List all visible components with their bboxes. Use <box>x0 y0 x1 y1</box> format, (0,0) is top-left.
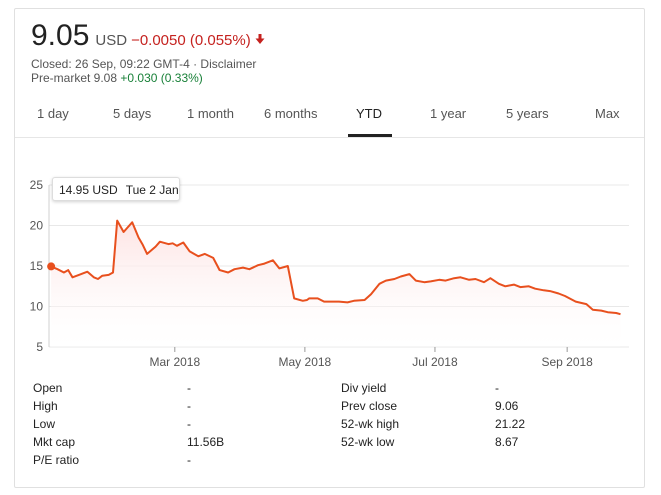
tab-5-days[interactable]: 5 days <box>113 106 152 121</box>
tab-5-years[interactable]: 5 years <box>506 106 549 121</box>
price-chart[interactable]: 25 20 15 10 5 Mar 2018 May 2018 Jul 2018 Sep 201… <box>15 137 644 372</box>
stat-label: 52-wk high <box>341 417 400 431</box>
stock-card: 9.05 USD −0.0050 (0.055%) Closed: 26 Sep, … <box>14 8 645 488</box>
current-price: 9.05 <box>31 19 90 52</box>
price-line <box>50 219 621 316</box>
x-tick-label: Jul 2018 <box>412 355 458 369</box>
tab-1-year[interactable]: 1 year <box>430 106 467 121</box>
tab-6-months[interactable]: 6 months <box>264 106 318 121</box>
tab-1-day[interactable]: 1 day <box>37 106 69 121</box>
y-tick-label: 20 <box>30 219 44 233</box>
stat-value: - <box>187 399 191 413</box>
tab-1-month[interactable]: 1 month <box>187 106 234 121</box>
range-tabs: 1 day 5 days 1 month 6 months YTD 1 year… <box>15 97 644 138</box>
stat-label: Low <box>33 417 56 431</box>
stat-value: - <box>187 381 191 395</box>
stat-label: P/E ratio <box>33 453 80 467</box>
stat-label: Div yield <box>341 381 387 395</box>
chart-tooltip: 14.95 USD Tue 2 Jan <box>52 177 180 201</box>
stat-value: - <box>187 417 191 431</box>
closed-info: Closed: 26 Sep, 09:22 GMT-4 · Disclaimer <box>31 57 257 71</box>
price-area <box>51 220 621 347</box>
stat-value: 9.06 <box>495 399 519 413</box>
stat-value: 21.22 <box>495 417 526 431</box>
stat-label: High <box>33 399 58 413</box>
price-header: 9.05 USD −0.0050 (0.055%) <box>31 19 267 55</box>
hover-point <box>47 262 56 271</box>
stat-value: - <box>495 381 499 395</box>
y-tick-label: 5 <box>36 340 43 354</box>
stat-label: 52-wk low <box>341 435 395 449</box>
stat-value: 11.56B <box>187 435 225 449</box>
price-change: −0.0050 (0.055%) <box>131 32 251 49</box>
x-tick-label: Sep 2018 <box>541 355 593 369</box>
premarket-change: +0.030 (0.33%) <box>120 71 203 85</box>
premarket-label: Pre-market 9.08 <box>31 71 118 85</box>
y-tick-label: 15 <box>30 259 44 273</box>
tooltip-value: 14.95 USD <box>59 183 118 197</box>
stat-label: Prev close <box>341 399 398 413</box>
x-tick-label: Mar 2018 <box>149 355 200 369</box>
tab-ytd[interactable]: YTD <box>356 106 382 121</box>
active-tab-indicator <box>348 134 392 137</box>
tooltip-date: Tue 2 Jan <box>125 183 179 197</box>
stat-label: Mkt cap <box>33 435 76 449</box>
x-tick-label: May 2018 <box>279 355 332 369</box>
stat-value: - <box>187 453 191 467</box>
currency-label: USD <box>95 32 128 49</box>
chart-svg: 25 20 15 10 5 Mar 2018 May 2018 Jul 2018 Sep 201… <box>30 178 629 369</box>
stat-value: 8.67 <box>495 435 519 449</box>
y-tick-label: 10 <box>30 300 44 314</box>
arrow-down-icon <box>253 32 267 46</box>
tab-max[interactable]: Max <box>595 106 620 121</box>
stat-label: Open <box>33 381 63 395</box>
y-tick-label: 25 <box>30 178 44 192</box>
premarket-info: Pre-market 9.08 +0.030 (0.33%) <box>31 71 203 85</box>
